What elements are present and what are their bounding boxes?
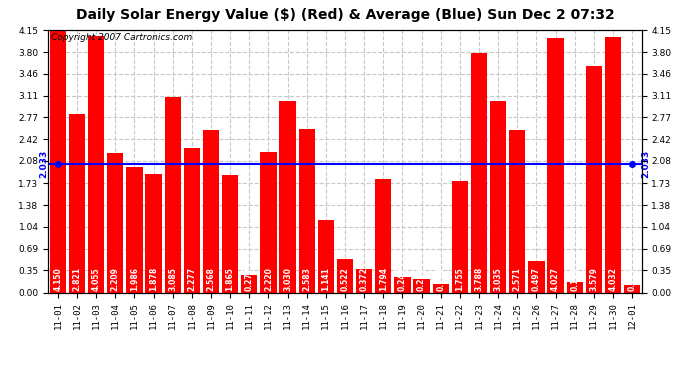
Bar <box>69 114 85 292</box>
Text: 1.865: 1.865 <box>226 267 235 291</box>
Bar <box>107 153 124 292</box>
Bar <box>586 66 602 292</box>
Bar <box>356 269 373 292</box>
Text: Copyright 2007 Cartronics.com: Copyright 2007 Cartronics.com <box>51 33 193 42</box>
Text: 0.216: 0.216 <box>417 267 426 291</box>
Text: 0.272: 0.272 <box>245 267 254 291</box>
Text: 1.878: 1.878 <box>149 267 158 291</box>
Bar <box>471 53 487 292</box>
Bar <box>433 284 449 292</box>
Text: 0.372: 0.372 <box>359 267 368 291</box>
Text: 2.277: 2.277 <box>188 267 197 291</box>
Bar <box>279 101 296 292</box>
Bar <box>566 282 583 292</box>
Bar <box>241 275 257 292</box>
Text: 4.027: 4.027 <box>551 267 560 291</box>
Text: 2.033: 2.033 <box>39 150 48 178</box>
Text: 2.821: 2.821 <box>72 267 81 291</box>
Text: 1.794: 1.794 <box>379 267 388 291</box>
Bar <box>529 261 544 292</box>
Bar <box>624 285 640 292</box>
Text: 3.788: 3.788 <box>475 267 484 291</box>
Text: 2.568: 2.568 <box>206 267 215 291</box>
Bar <box>88 36 104 292</box>
Bar <box>490 100 506 292</box>
Text: 2.571: 2.571 <box>513 267 522 291</box>
Text: 2.033: 2.033 <box>642 150 651 178</box>
Text: Daily Solar Energy Value ($) (Red) & Average (Blue) Sun Dec 2 07:32: Daily Solar Energy Value ($) (Red) & Ave… <box>76 8 614 21</box>
Text: 0.522: 0.522 <box>340 267 350 291</box>
Bar <box>222 174 238 292</box>
Text: 3.085: 3.085 <box>168 267 177 291</box>
Text: 1.755: 1.755 <box>455 267 464 291</box>
Text: 0.242: 0.242 <box>398 267 407 291</box>
Bar <box>203 130 219 292</box>
Text: 0.130: 0.130 <box>436 267 445 291</box>
Bar <box>413 279 430 292</box>
Text: 3.035: 3.035 <box>493 267 502 291</box>
Bar <box>394 277 411 292</box>
Text: 2.209: 2.209 <box>111 267 120 291</box>
Text: 2.220: 2.220 <box>264 267 273 291</box>
Bar <box>165 98 181 292</box>
Bar <box>299 129 315 292</box>
Bar <box>509 130 525 292</box>
Text: 2.583: 2.583 <box>302 267 311 291</box>
Text: 4.055: 4.055 <box>92 268 101 291</box>
Text: 0.497: 0.497 <box>532 267 541 291</box>
Bar <box>184 148 200 292</box>
Bar <box>452 182 468 292</box>
Bar <box>605 38 621 292</box>
Text: 1.986: 1.986 <box>130 267 139 291</box>
Bar <box>375 179 391 292</box>
Bar <box>50 30 66 292</box>
Bar <box>146 174 161 292</box>
Text: 4.150: 4.150 <box>53 267 62 291</box>
Text: 0.166: 0.166 <box>570 267 579 291</box>
Bar <box>126 167 143 292</box>
Text: 4.032: 4.032 <box>609 267 618 291</box>
Text: 3.579: 3.579 <box>589 267 598 291</box>
Bar <box>317 220 334 292</box>
Bar <box>547 38 564 292</box>
Bar <box>260 152 277 292</box>
Text: 1.141: 1.141 <box>322 267 331 291</box>
Text: 0.125: 0.125 <box>628 267 637 291</box>
Bar <box>337 260 353 292</box>
Text: 3.030: 3.030 <box>283 267 292 291</box>
